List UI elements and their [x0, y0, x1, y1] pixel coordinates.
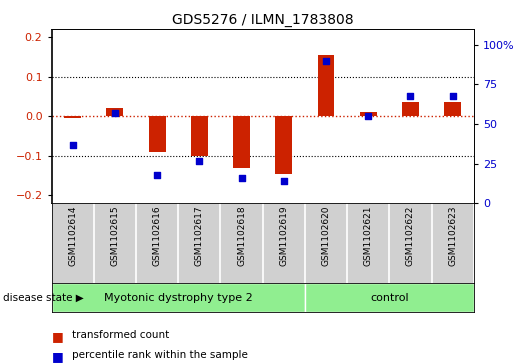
Text: GSM1102621: GSM1102621 [364, 206, 373, 266]
Point [111, 110, 119, 116]
Bar [191, 116, 208, 156]
Text: percentile rank within the sample: percentile rank within the sample [72, 350, 248, 360]
Bar [233, 116, 250, 168]
Text: ■: ■ [52, 350, 63, 363]
Point [322, 58, 330, 64]
Point [406, 93, 415, 98]
Bar [318, 55, 334, 116]
Point [364, 113, 372, 119]
Bar [52, 283, 305, 312]
Text: transformed count: transformed count [72, 330, 169, 340]
Text: GSM1102616: GSM1102616 [152, 206, 162, 266]
Bar [149, 116, 165, 152]
Point [153, 172, 161, 178]
Text: disease state ▶: disease state ▶ [3, 293, 83, 303]
Point [237, 175, 246, 181]
Bar [107, 108, 123, 116]
Text: GSM1102623: GSM1102623 [448, 206, 457, 266]
Text: GSM1102615: GSM1102615 [110, 206, 119, 266]
Text: Myotonic dystrophy type 2: Myotonic dystrophy type 2 [104, 293, 252, 303]
Bar [276, 116, 292, 174]
Bar [305, 283, 474, 312]
Bar [360, 112, 376, 116]
Text: GSM1102620: GSM1102620 [321, 206, 331, 266]
Bar [444, 102, 461, 116]
Bar [402, 102, 419, 116]
Text: GSM1102622: GSM1102622 [406, 206, 415, 266]
Text: GSM1102619: GSM1102619 [279, 206, 288, 266]
Text: GSM1102617: GSM1102617 [195, 206, 204, 266]
Title: GDS5276 / ILMN_1783808: GDS5276 / ILMN_1783808 [172, 13, 353, 26]
Text: GSM1102614: GSM1102614 [68, 206, 77, 266]
Point [195, 158, 203, 163]
Point [280, 178, 288, 184]
Text: GSM1102618: GSM1102618 [237, 206, 246, 266]
Text: control: control [370, 293, 409, 303]
Point [449, 93, 457, 98]
Text: ■: ■ [52, 330, 63, 343]
Point [68, 142, 77, 148]
Bar [64, 116, 81, 118]
